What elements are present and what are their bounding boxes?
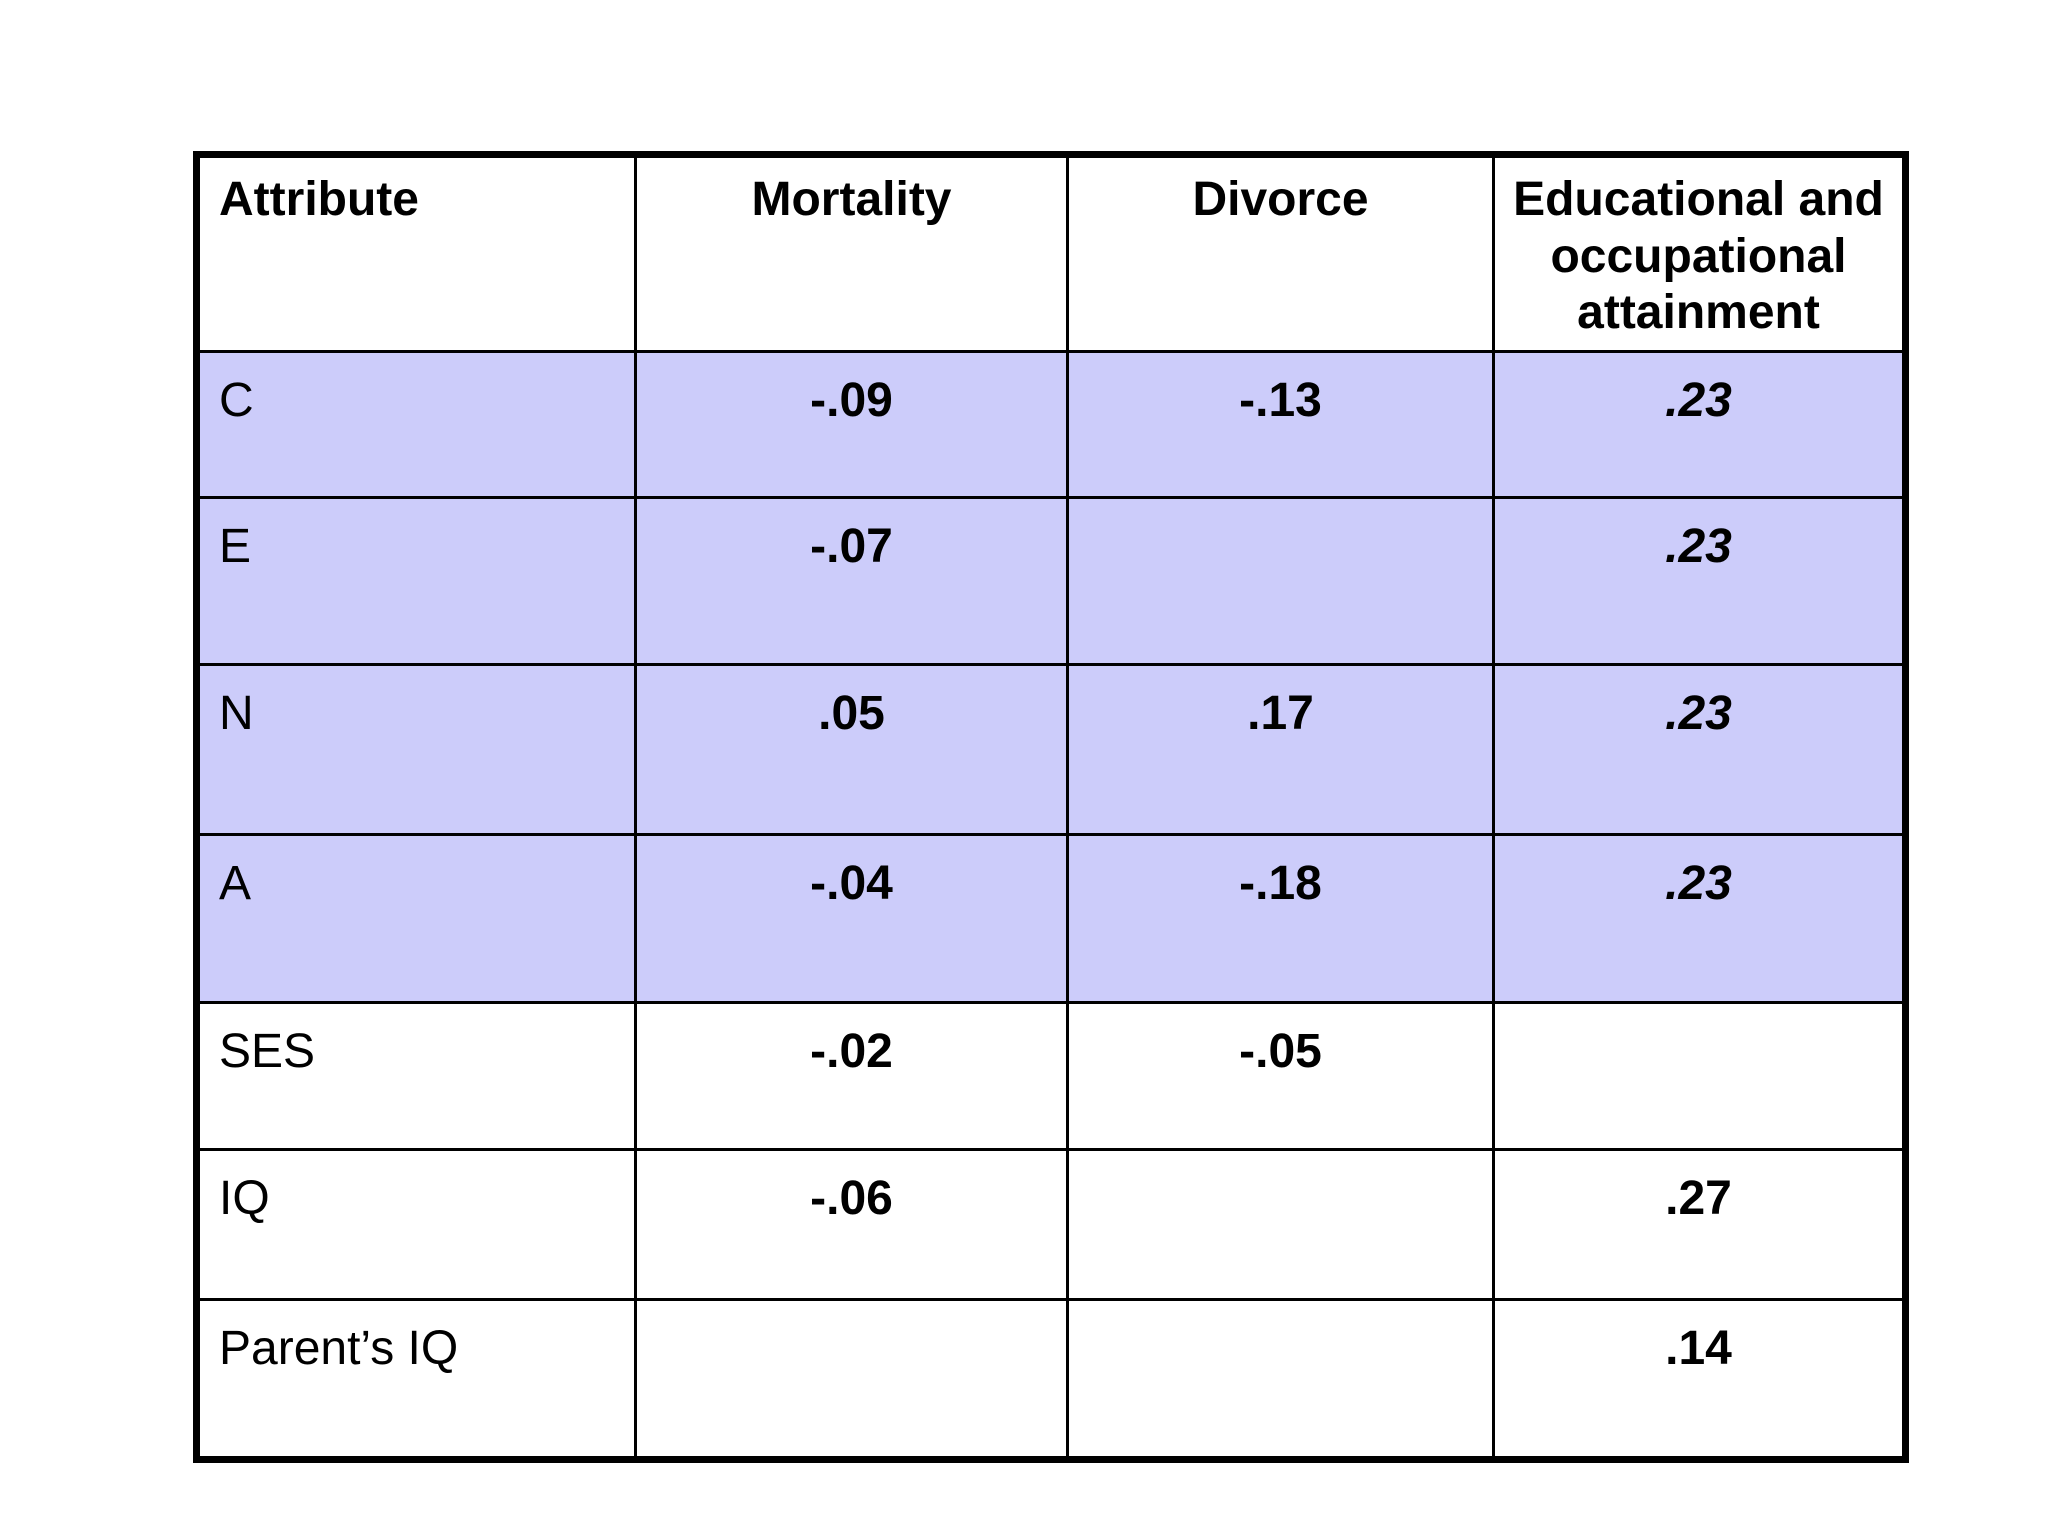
table-row-ses: SES -.02 -.05 xyxy=(195,1000,1907,1151)
header-attribute: Attribute xyxy=(195,153,637,353)
header-educational-occupational-attainment: Educational and occupational attainment xyxy=(1492,153,1907,353)
table-row-parents-iq: Parent’s IQ .14 xyxy=(195,1297,1907,1461)
table-row-e: E -.07 .23 xyxy=(195,495,1907,666)
table-row-a: A -.04 -.18 .23 xyxy=(195,832,1907,1004)
divorce-value-cell xyxy=(1066,495,1495,666)
attribute-cell: IQ xyxy=(195,1147,637,1301)
mortality-value-cell xyxy=(634,1297,1069,1461)
educational-value-cell: .14 xyxy=(1492,1297,1907,1461)
divorce-value-cell: -.18 xyxy=(1066,832,1495,1004)
attribute-cell: A xyxy=(195,832,637,1004)
mortality-value-cell: -.02 xyxy=(634,1000,1069,1151)
educational-value-cell: .27 xyxy=(1492,1147,1907,1301)
divorce-value-cell: -.13 xyxy=(1066,349,1495,499)
educational-value-cell: .23 xyxy=(1492,349,1907,499)
mortality-value-cell: -.04 xyxy=(634,832,1069,1004)
attribute-cell: N xyxy=(195,662,637,836)
educational-value-cell: .23 xyxy=(1492,495,1907,666)
attribute-cell: C xyxy=(195,349,637,499)
table-row-n: N .05 .17 .23 xyxy=(195,662,1907,836)
divorce-value-cell: -.05 xyxy=(1066,1000,1495,1151)
educational-value-cell xyxy=(1492,1000,1907,1151)
mortality-value-cell: -.07 xyxy=(634,495,1069,666)
divorce-value-cell: .17 xyxy=(1066,662,1495,836)
table-row-iq: IQ -.06 .27 xyxy=(195,1147,1907,1301)
divorce-value-cell xyxy=(1066,1297,1495,1461)
divorce-value-cell xyxy=(1066,1147,1495,1301)
header-mortality: Mortality xyxy=(634,153,1069,353)
correlation-table: Attribute Mortality Divorce Educational … xyxy=(193,151,1909,1463)
educational-value-cell: .23 xyxy=(1492,832,1907,1004)
header-divorce: Divorce xyxy=(1066,153,1495,353)
attribute-cell: Parent’s IQ xyxy=(195,1297,637,1461)
educational-value-cell: .23 xyxy=(1492,662,1907,836)
header-row: Attribute Mortality Divorce Educational … xyxy=(195,153,1907,353)
attribute-cell: E xyxy=(195,495,637,666)
mortality-value-cell: -.09 xyxy=(634,349,1069,499)
mortality-value-cell: .05 xyxy=(634,662,1069,836)
attribute-cell: SES xyxy=(195,1000,637,1151)
table-row-c: C -.09 -.13 .23 xyxy=(195,349,1907,499)
mortality-value-cell: -.06 xyxy=(634,1147,1069,1301)
